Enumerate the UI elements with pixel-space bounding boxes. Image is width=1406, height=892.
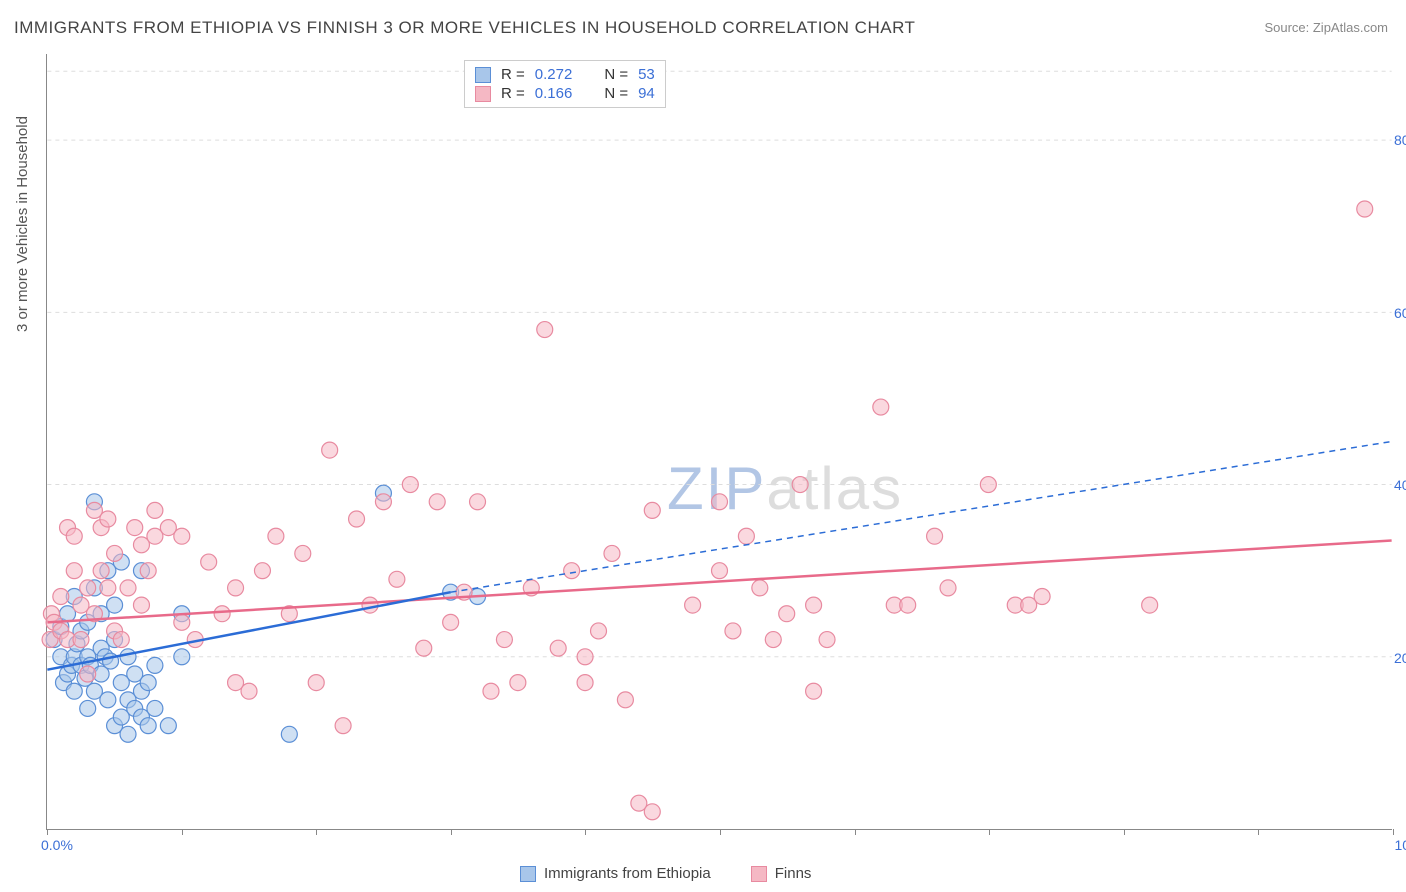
x-tick: [585, 829, 586, 835]
x-tick: [47, 829, 48, 835]
legend-item-2: Finns: [751, 865, 812, 882]
x-tick: [1124, 829, 1125, 835]
stats-row-2: R = 0.166 N = 94: [475, 84, 655, 103]
x-tick: [316, 829, 317, 835]
legend-item-1: Immigrants from Ethiopia: [520, 865, 711, 882]
swatch-series1: [475, 67, 491, 83]
r-value-2: 0.166: [535, 85, 573, 102]
chart-container: IMMIGRANTS FROM ETHIOPIA VS FINNISH 3 OR…: [0, 0, 1406, 892]
chart-title: IMMIGRANTS FROM ETHIOPIA VS FINNISH 3 OR…: [14, 18, 915, 38]
swatch-series2: [475, 86, 491, 102]
source-label: Source: ZipAtlas.com: [1264, 20, 1388, 35]
stats-box: R = 0.272 N = 53 R = 0.166 N = 94: [464, 60, 666, 108]
plot-area: ZIPatlas R = 0.272 N = 53 R = 0.166 N = …: [46, 54, 1392, 830]
x-tick: [855, 829, 856, 835]
x-tick: [182, 829, 183, 835]
legend-swatch-1: [520, 866, 536, 882]
y-tick-label: 80.0%: [1394, 132, 1406, 148]
legend-label-2: Finns: [775, 865, 812, 882]
legend-label-1: Immigrants from Ethiopia: [544, 865, 711, 882]
y-tick-label: 60.0%: [1394, 305, 1406, 321]
r-label-2: R =: [501, 85, 525, 102]
x-tick: [1258, 829, 1259, 835]
x-tick: [1393, 829, 1394, 835]
stats-row-1: R = 0.272 N = 53: [475, 65, 655, 84]
x-tick: [989, 829, 990, 835]
x-tick-label: 100.0%: [1395, 837, 1406, 853]
n-value-2: 94: [638, 85, 655, 102]
y-tick-label: 20.0%: [1394, 650, 1406, 666]
plot-svg: [47, 54, 1392, 829]
y-tick-label: 40.0%: [1394, 477, 1406, 493]
y-axis-title: 3 or more Vehicles in Household: [14, 116, 31, 332]
r-value-1: 0.272: [535, 66, 573, 83]
n-label-1: N =: [604, 66, 628, 83]
r-label-1: R =: [501, 66, 525, 83]
x-tick: [720, 829, 721, 835]
bottom-legend: Immigrants from Ethiopia Finns: [520, 865, 811, 882]
legend-swatch-2: [751, 866, 767, 882]
n-label-2: N =: [604, 85, 628, 102]
x-tick: [451, 829, 452, 835]
n-value-1: 53: [638, 66, 655, 83]
x-tick-label: 0.0%: [41, 837, 73, 853]
